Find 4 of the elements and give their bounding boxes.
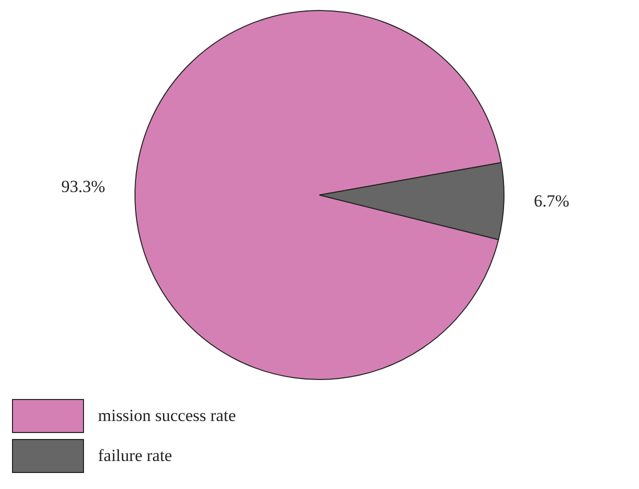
data-label: 93.3% [61,177,106,196]
data-label: 6.7% [534,192,570,211]
legend-label: mission success rate [98,406,236,426]
legend-label: failure rate [98,446,172,466]
